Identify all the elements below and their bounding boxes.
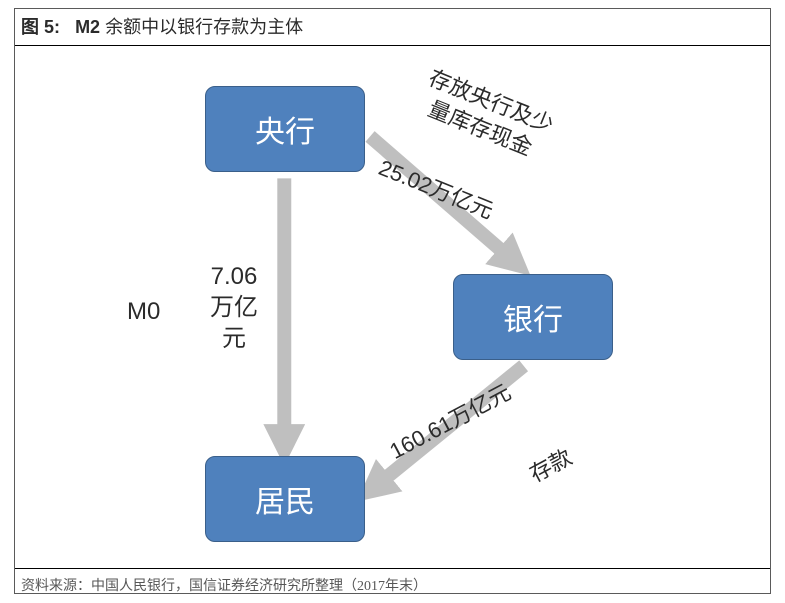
figure-number: 图 5: — [21, 17, 60, 37]
edge-label: 7.06 万亿 元 — [210, 261, 258, 355]
edge-label: 160.61万亿元 — [385, 378, 516, 466]
figure-m2: M2 — [75, 17, 100, 37]
edge-label: 存放央行及少 量库存现金 — [414, 64, 558, 166]
edge-label: M0 — [127, 296, 160, 327]
edge-label: 25.02万亿元 — [374, 154, 497, 226]
figure-frame: 图 5: M2 余额中以银行存款为主体 央行银行居民 M0 7.06 万亿 元 存放央… — [14, 8, 771, 594]
figure-title-text: 余额中以银行存款为主体 — [105, 17, 303, 37]
diagram-canvas: 央行银行居民 M0 7.06 万亿 元 存放央行及少 量库存现金25.02万亿元 160… — [15, 46, 770, 568]
edge-label: 存款 — [525, 443, 577, 489]
figure-source: 资料来源：中国人民银行，国信证券经济研究所整理（2017年末） — [15, 568, 770, 599]
figure-title: 图 5: M2 余额中以银行存款为主体 — [15, 9, 770, 46]
node-resident: 居民 — [205, 456, 365, 542]
node-bank: 银行 — [453, 274, 613, 360]
node-central-bank: 央行 — [205, 86, 365, 172]
